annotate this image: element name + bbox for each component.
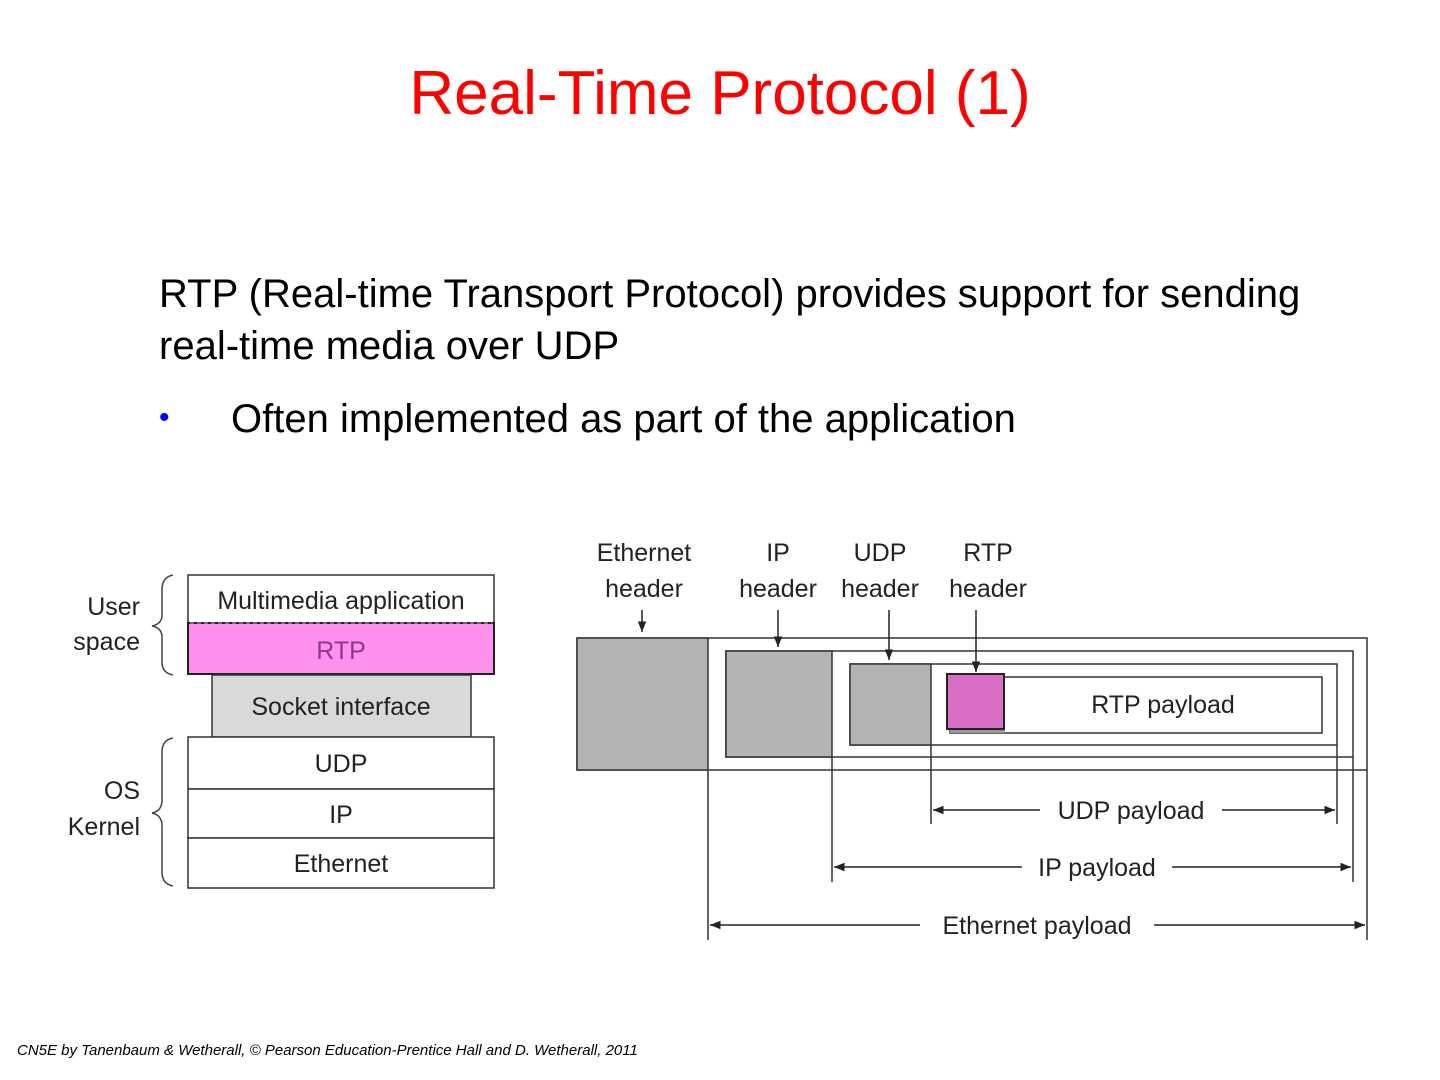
group-label: space	[73, 628, 140, 656]
bullet-text: Often implemented as part of the applica…	[231, 397, 1016, 441]
protocol-stack	[187, 574, 495, 889]
header-label: header	[841, 575, 919, 603]
udp-payload-label: UDP payload	[1058, 797, 1205, 825]
group-label: User	[87, 593, 140, 621]
ethernet-header-block	[576, 637, 709, 771]
udp-header-block	[849, 663, 932, 746]
ip-header-block	[725, 650, 833, 758]
layer-ethernet	[187, 837, 495, 889]
group-label: Kernel	[68, 813, 140, 841]
header-label: IP	[766, 539, 790, 567]
header-label: header	[605, 575, 683, 603]
intro-paragraph: RTP (Real-time Transport Protocol) provi…	[159, 272, 1301, 368]
brace-os-kernel	[151, 737, 174, 887]
brace-user-space	[151, 574, 174, 676]
header-label: UDP	[854, 539, 907, 567]
slide-title: Real-Time Protocol (1)	[409, 59, 1031, 128]
bullet-icon: •	[159, 401, 170, 434]
layer-label: UDP	[315, 750, 368, 778]
header-label: RTP	[963, 539, 1013, 567]
header-label: header	[739, 575, 817, 603]
footer-credit: CN5E by Tanenbaum & Wetherall, © Pearson…	[17, 1042, 638, 1059]
layer-rtp	[187, 622, 495, 675]
group-label: OS	[104, 777, 140, 805]
layer-ip	[187, 788, 495, 839]
rtp-payload-label: RTP payload	[1091, 691, 1235, 719]
layer-socket-interface	[211, 674, 472, 738]
header-label: Ethernet	[597, 539, 692, 567]
rtp-payload-box	[949, 676, 1323, 734]
layer-label: Ethernet	[294, 850, 389, 878]
ethernet-payload-label: Ethernet payload	[942, 912, 1131, 940]
layer-label: Socket interface	[251, 693, 430, 721]
header-label: header	[949, 575, 1027, 603]
layer-label: Multimedia application	[217, 587, 464, 615]
layer-label: RTP	[316, 637, 366, 665]
ip-payload-label: IP payload	[1038, 854, 1156, 882]
layer-label: IP	[329, 801, 353, 829]
rtp-header-block	[946, 673, 1005, 730]
packet-encapsulation	[576, 637, 1368, 940]
